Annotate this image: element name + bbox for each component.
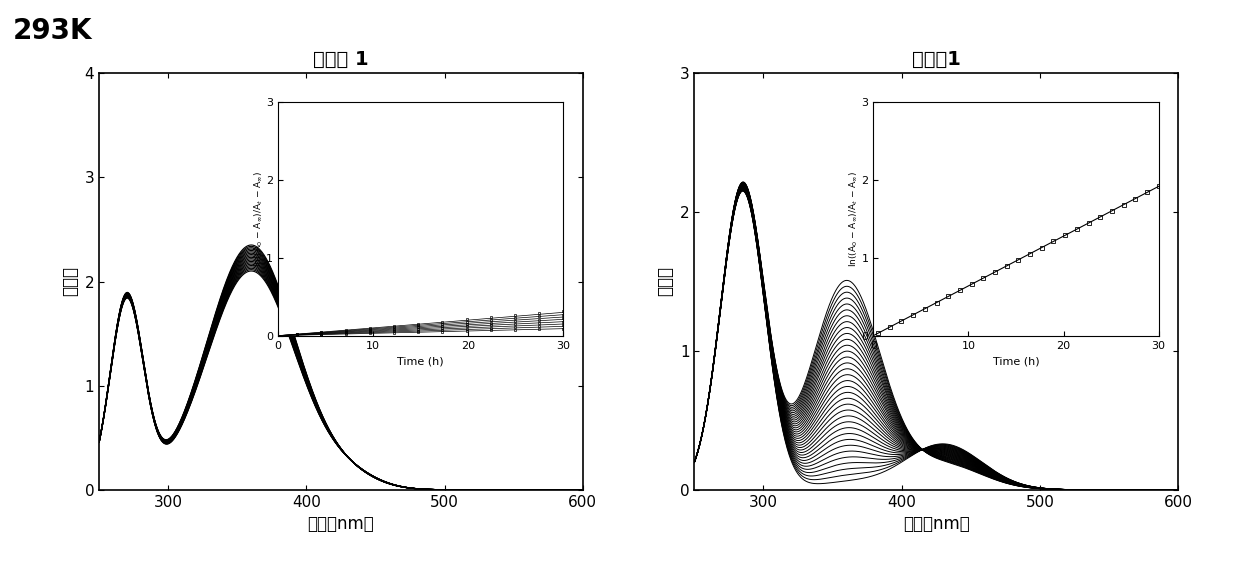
Title: 对比例 1: 对比例 1 — [314, 50, 368, 69]
Y-axis label: 吸光度: 吸光度 — [61, 266, 79, 297]
X-axis label: 波长（nm）: 波长（nm） — [308, 515, 374, 533]
Title: 实施例1: 实施例1 — [911, 50, 961, 69]
Y-axis label: 吸光度: 吸光度 — [656, 266, 675, 297]
X-axis label: 波长（nm）: 波长（nm） — [903, 515, 970, 533]
Text: 293K: 293K — [12, 17, 92, 45]
